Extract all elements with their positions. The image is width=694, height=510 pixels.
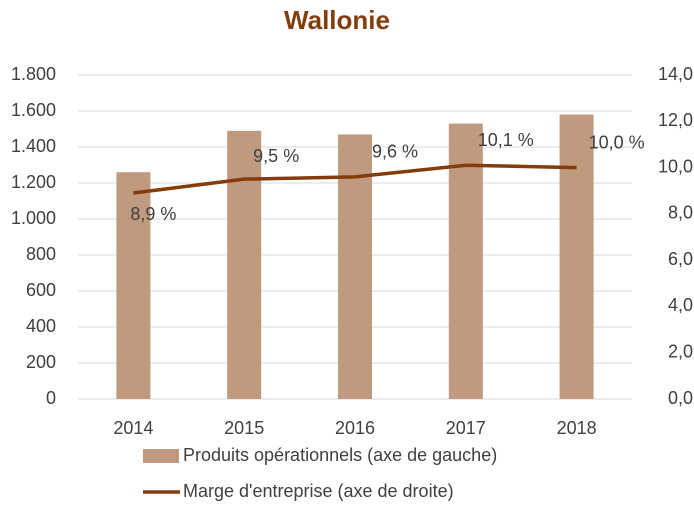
y2-tick-label: 12,0 <box>658 110 693 130</box>
bar <box>116 172 151 399</box>
y-tick-label: 200 <box>26 352 56 372</box>
y-tick-label: 1.600 <box>11 100 56 120</box>
x-tick-label: 2018 <box>557 418 597 438</box>
y2-tick-label: 4,0 <box>668 295 693 315</box>
y-tick-label: 1.800 <box>11 64 56 84</box>
y2-tick-label: 2,0 <box>668 341 693 361</box>
y2-tick-label: 14,0 <box>658 64 693 84</box>
legend-swatch <box>143 449 179 463</box>
chart-title: Wallonie <box>284 5 390 35</box>
data-label: 8,9 % <box>130 204 176 224</box>
x-tick-label: 2016 <box>335 418 375 438</box>
data-label: 10,0 % <box>589 132 645 152</box>
y-tick-label: 0 <box>46 388 56 408</box>
y2-tick-label: 6,0 <box>668 249 693 269</box>
y-tick-label: 1.000 <box>11 208 56 228</box>
y-tick-label: 600 <box>26 280 56 300</box>
x-tick-label: 2014 <box>113 418 153 438</box>
y-tick-label: 400 <box>26 316 56 336</box>
x-tick-label: 2017 <box>446 418 486 438</box>
bar <box>227 130 262 400</box>
data-label: 10,1 % <box>478 130 534 150</box>
bar <box>448 123 483 399</box>
y-tick-label: 800 <box>26 244 56 264</box>
y-tick-label: 1.200 <box>11 172 56 192</box>
y2-tick-label: 0,0 <box>668 388 693 408</box>
line <box>133 163 577 195</box>
y2-tick-label: 8,0 <box>668 203 693 223</box>
y2-tick-label: 10,0 <box>658 156 693 176</box>
legend-label: Marge d'entreprise (axe de droite) <box>183 481 454 501</box>
legend-label: Produits opérationnels (axe de gauche) <box>183 445 497 465</box>
y-tick-label: 1.400 <box>11 136 56 156</box>
data-label: 9,6 % <box>372 142 418 162</box>
bar <box>559 114 594 399</box>
x-tick-label: 2015 <box>224 418 264 438</box>
data-label: 9,5 % <box>253 146 299 166</box>
